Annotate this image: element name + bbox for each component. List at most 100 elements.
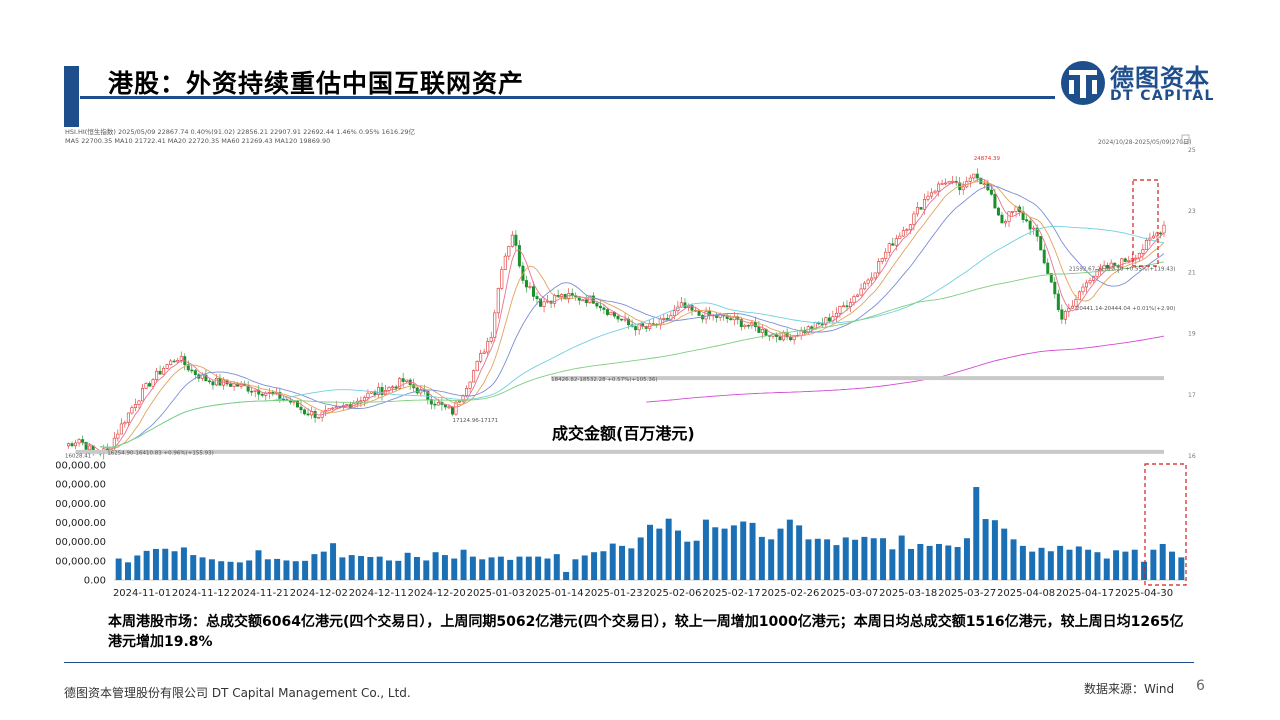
candle-body <box>1127 260 1131 262</box>
gap-band-16254 <box>75 449 1165 454</box>
candle-body <box>1007 211 1011 222</box>
candle-body <box>1025 219 1029 222</box>
volume-bar <box>1150 549 1157 580</box>
candle-body <box>306 413 310 416</box>
volume-bar <box>693 540 700 580</box>
volume-bar <box>1085 549 1092 580</box>
candle-body <box>165 364 169 369</box>
candle-body <box>88 445 92 450</box>
candle-body <box>126 412 130 423</box>
candle-body <box>634 326 638 331</box>
volume-x-tick: 2025-04-17 <box>1056 588 1114 599</box>
candle-body <box>303 409 307 415</box>
kline-annotation: 16254.90-16410.83 +0.96%(+155.93) <box>107 450 213 456</box>
candle-body <box>493 312 497 338</box>
candle-body <box>1113 262 1117 266</box>
volume-y-tick: 400,000.00 <box>56 499 106 510</box>
volume-x-tick: 2024-12-11 <box>349 588 407 599</box>
candle-body <box>1070 305 1074 309</box>
candle-body <box>915 207 919 215</box>
volume-y-tick: 600,000.00 <box>56 461 106 472</box>
candle-body <box>524 280 528 288</box>
candle-body <box>894 238 898 246</box>
candle-body <box>972 173 976 179</box>
candle-body <box>1109 262 1113 269</box>
volume-x-tick: 2025-03-07 <box>820 588 878 599</box>
candle-body <box>264 393 268 396</box>
candle-body <box>207 380 211 383</box>
volume-x-tick: 2024-11-01 <box>113 588 171 599</box>
settings-icon[interactable] <box>1181 134 1190 144</box>
candle-body <box>133 404 137 408</box>
volume-x-tick: 2024-12-20 <box>408 588 466 599</box>
candle-body <box>500 269 504 289</box>
candle-body <box>880 258 884 262</box>
candle-body <box>1074 299 1078 307</box>
kline-annotation: 18426.82-18532.28 +0.57%(+105.36) <box>551 377 657 383</box>
volume-x-tick: 2025-01-23 <box>584 588 642 599</box>
page-number: 6 <box>1196 678 1205 694</box>
candle-body <box>1120 258 1124 268</box>
candle-body <box>1077 291 1081 300</box>
candle-body <box>940 183 944 185</box>
candle-body <box>584 299 588 303</box>
gap-band-18426 <box>551 376 1164 381</box>
candle-body <box>144 383 148 389</box>
volume-bar <box>395 560 402 580</box>
candle-body <box>77 439 81 444</box>
candle-body <box>1102 264 1106 270</box>
candle-body <box>475 360 479 371</box>
candle-body <box>898 235 902 239</box>
candle-body <box>376 387 380 395</box>
candle-body <box>67 443 71 447</box>
kline-y-tick: 25000 <box>1188 147 1196 154</box>
moving-average-line-ma60 <box>100 225 1165 448</box>
volume-bar <box>152 548 159 580</box>
chart-svg: HSI.HI(恒生指数) 2025/05/09 22867.74 0.40%(9… <box>49 127 1208 599</box>
candle-body <box>1046 262 1050 274</box>
volume-bar <box>1122 551 1129 580</box>
volume-bar <box>982 519 989 580</box>
volume-bar <box>1010 539 1017 580</box>
volume-bar <box>208 559 215 580</box>
candle-body <box>334 406 338 409</box>
volume-bar <box>674 530 681 580</box>
market-summary-text: 本周港股市场：总成交额6064亿港元(四个交易日），上周同期5062亿港元(四个… <box>108 614 1184 650</box>
volume-bar <box>591 552 598 580</box>
volume-bar <box>451 558 458 580</box>
volume-x-tick: 2024-11-12 <box>172 588 230 599</box>
candle-body <box>362 397 366 402</box>
kline-annotation: 17124.96-17171 <box>452 418 498 424</box>
candle-body <box>253 389 257 392</box>
volume-bar <box>125 562 131 580</box>
title-accent-bar <box>64 66 79 127</box>
kline-annotation: 21592.67-21712.10 +0.55%(+119.43) <box>1069 267 1175 273</box>
candle-body <box>563 294 567 299</box>
candle-body <box>429 399 433 405</box>
candle-body <box>1049 273 1053 283</box>
volume-bar <box>833 545 840 580</box>
volume-bar <box>246 560 253 580</box>
candle-body <box>1032 227 1036 230</box>
candle-body <box>623 318 627 321</box>
volume-y-tick: 100,000.00 <box>56 556 106 567</box>
volume-bar <box>432 552 439 580</box>
candle-body <box>845 305 849 308</box>
volume-bar <box>302 560 309 580</box>
volume-y-tick: 300,000.00 <box>56 518 106 529</box>
candle-body <box>908 224 912 230</box>
volume-bar <box>637 537 644 580</box>
kline-range-label: 2024/10/28-2025/05/09(270日) <box>1098 139 1191 146</box>
candle-body <box>380 387 384 395</box>
volume-bar <box>1019 545 1026 580</box>
candle-body <box>155 370 159 380</box>
candle-body <box>891 243 895 246</box>
moving-average-line-ma5 <box>82 178 1165 452</box>
moving-average-line-ma20 <box>100 185 1165 448</box>
kline-info-line1: HSI.HI(恒生指数) 2025/05/09 22867.74 0.40%(9… <box>65 127 415 136</box>
volume-bar <box>712 527 719 580</box>
candle-body <box>1056 293 1060 311</box>
candle-body <box>426 390 430 400</box>
volume-bar <box>516 556 523 580</box>
candle-body <box>852 296 856 303</box>
